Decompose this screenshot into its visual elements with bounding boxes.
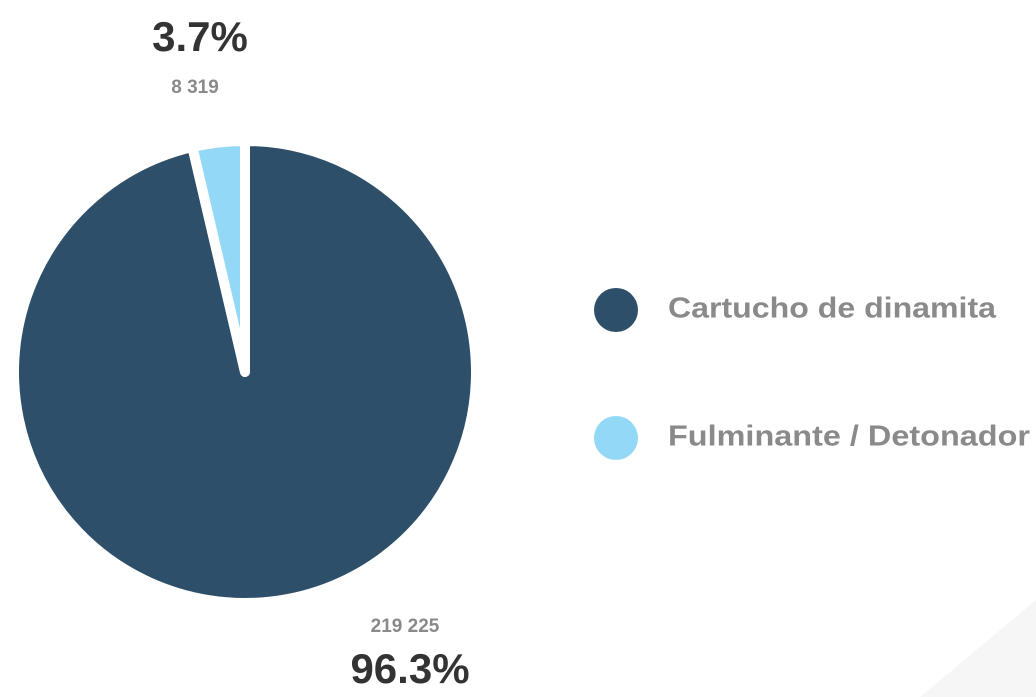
- legend-label: Cartucho de dinamita: [668, 293, 997, 325]
- pie-slice: [187, 136, 250, 377]
- value-label: 8 319: [171, 77, 219, 98]
- percentage-label: 3.7%: [152, 13, 248, 60]
- legend-swatch: [594, 288, 638, 332]
- percentage-label: 96.3%: [350, 645, 469, 692]
- value-label: 219 225: [371, 616, 440, 637]
- corner-decoration: [920, 600, 1036, 697]
- legend-label: Fulminante / Detonador: [668, 421, 1030, 453]
- legend-swatch: [594, 416, 638, 460]
